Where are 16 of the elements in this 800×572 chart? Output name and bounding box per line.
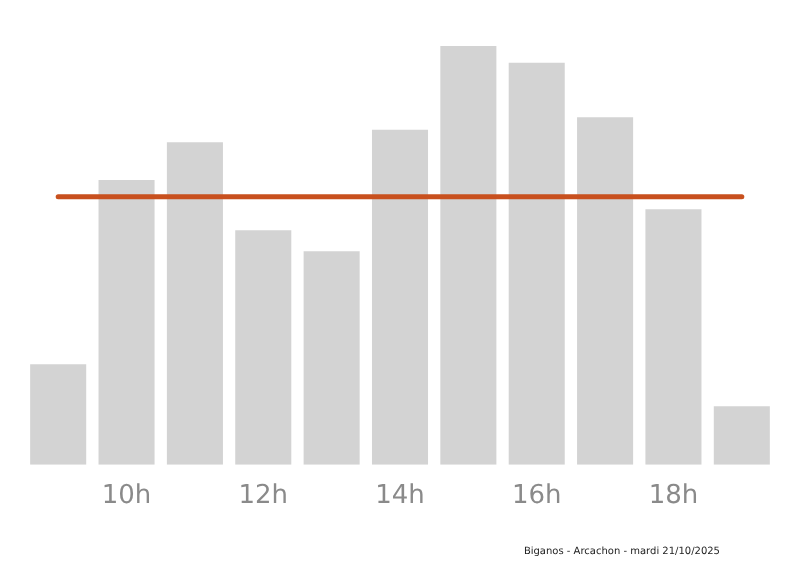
- bar: [235, 230, 292, 465]
- x-tick-label: 14h: [375, 481, 425, 512]
- bar: [30, 364, 87, 465]
- x-tick-label: 10h: [101, 481, 152, 512]
- x-tick-label: 18h: [648, 481, 699, 512]
- bar: [645, 209, 702, 465]
- x-tick-label: 16h: [511, 481, 562, 512]
- bar: [713, 406, 770, 465]
- bar: [371, 129, 429, 465]
- bar: [440, 46, 497, 465]
- bar: [98, 180, 155, 465]
- bar: [303, 251, 360, 465]
- bar: [508, 62, 565, 465]
- x-tick-label: 12h: [238, 481, 289, 512]
- bar: [166, 142, 223, 465]
- bar: [577, 117, 634, 465]
